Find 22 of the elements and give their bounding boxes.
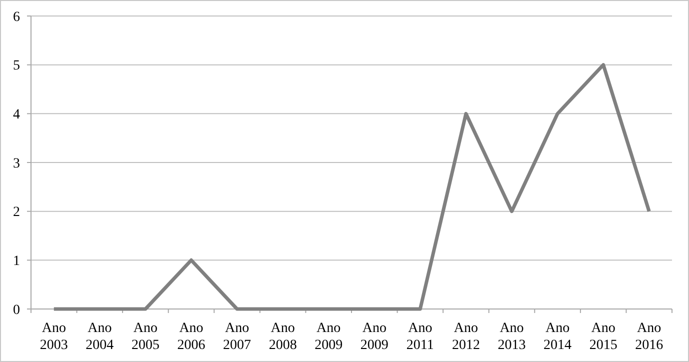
x-tick-label: Ano 2006 [177, 321, 206, 353]
y-tick-label: 4 [13, 108, 20, 123]
x-tick-label: Ano 2012 [452, 321, 480, 353]
x-tick-label: Ano 2004 [86, 321, 114, 353]
x-tick-label: Ano 2003 [40, 321, 68, 353]
x-tick-label: Ano 2011 [406, 321, 434, 353]
y-tick-label: 6 [13, 10, 20, 25]
y-tick-label: 2 [13, 205, 20, 220]
x-tick-label: Ano 2008 [268, 321, 297, 353]
y-tick-label: 3 [13, 156, 20, 172]
x-tick-label: Ano 2009 [360, 321, 388, 353]
x-tick-label: Ano 2013 [498, 321, 526, 353]
x-tick-label: Ano 2007 [223, 321, 252, 353]
x-tick-label: Ano 2016 [635, 321, 664, 353]
x-tick-label: Ano 2014 [544, 321, 572, 353]
x-tick-label: Ano 2009 [314, 321, 343, 353]
x-tick-label: Ano 2015 [589, 321, 618, 353]
y-tick-label: 5 [13, 58, 20, 74]
y-tick-label: 1 [13, 254, 20, 270]
line-series [52, 63, 651, 311]
x-tick-label: Ano 2005 [131, 321, 160, 353]
y-tick-label: 0 [13, 302, 20, 318]
